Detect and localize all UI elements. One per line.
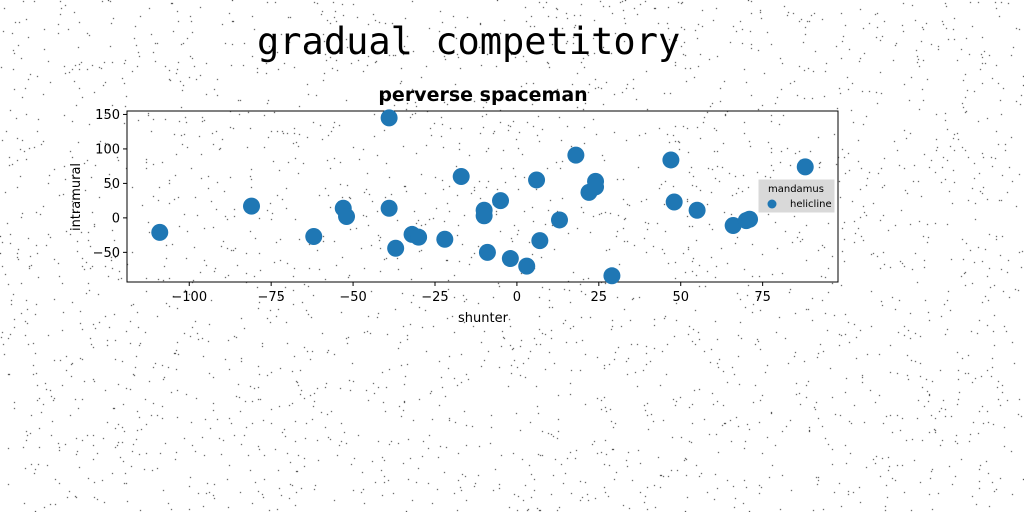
legend: mandamus helicline	[758, 179, 835, 213]
data-point	[436, 230, 454, 248]
data-point	[475, 207, 493, 225]
x-tick-label: −75	[257, 290, 284, 305]
x-tick-label: −50	[339, 290, 366, 305]
y-axis-label: intramural	[69, 163, 84, 231]
y-tick-label: 0	[112, 211, 120, 226]
data-point	[501, 250, 519, 268]
data-point	[452, 168, 470, 186]
data-point	[305, 227, 323, 245]
legend-entry-label: helicline	[790, 199, 832, 210]
data-point	[796, 158, 814, 176]
data-point	[528, 171, 546, 189]
chart-title: perverse spaceman	[378, 84, 587, 106]
data-point	[410, 228, 428, 246]
legend-title: mandamus	[768, 184, 824, 195]
data-point	[603, 267, 621, 285]
x-tick-label: 25	[591, 290, 608, 305]
y-tick-label: 100	[95, 142, 120, 157]
data-point	[531, 232, 549, 250]
data-point	[587, 178, 605, 196]
x-tick-label: 0	[513, 290, 521, 305]
data-points	[151, 109, 814, 285]
data-point	[662, 151, 680, 169]
data-point	[151, 223, 169, 241]
data-point	[478, 243, 496, 261]
data-point	[380, 199, 398, 217]
legend-marker	[767, 199, 777, 209]
x-tick-label: −25	[421, 290, 448, 305]
data-point	[724, 216, 742, 234]
data-point	[387, 239, 405, 257]
y-tick-label: 50	[103, 177, 120, 192]
data-point	[338, 207, 356, 225]
data-point	[518, 257, 536, 275]
data-point	[665, 193, 683, 211]
y-tick-label: −50	[93, 246, 120, 261]
data-point	[380, 109, 398, 127]
x-tick-label: −100	[171, 290, 207, 305]
plot-area	[126, 110, 839, 283]
y-tick-label: 150	[95, 108, 120, 123]
x-axis-label: shunter	[458, 311, 509, 326]
figure-suptitle: gradual competitory	[257, 20, 681, 63]
y-axis-ticks: −50 0 50 100 150	[93, 108, 127, 261]
data-point	[741, 210, 759, 228]
x-tick-label: 50	[672, 290, 689, 305]
data-point	[243, 197, 261, 215]
data-point	[492, 192, 510, 210]
x-axis-ticks: −100 −75 −50 −25 0 25 50 75	[171, 282, 771, 305]
data-point	[688, 201, 706, 219]
x-tick-label: 75	[754, 290, 771, 305]
data-point	[567, 146, 585, 164]
data-point	[550, 211, 568, 229]
